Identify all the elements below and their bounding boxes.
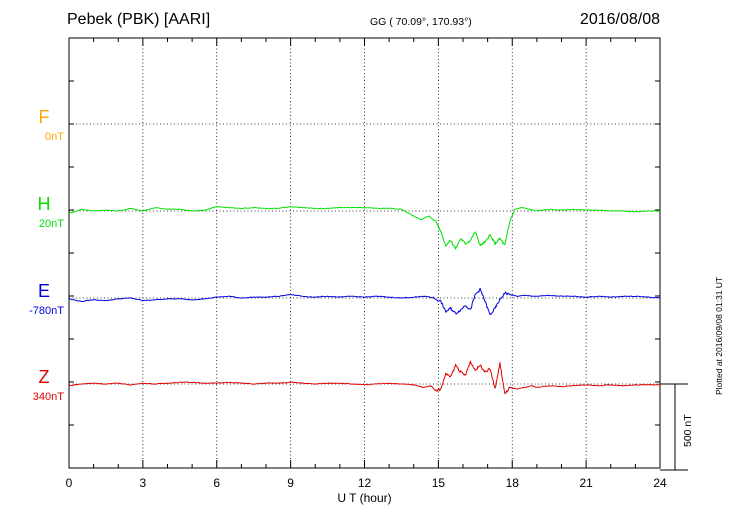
x-tick-label: 3 bbox=[140, 476, 147, 490]
x-tick-label: 18 bbox=[506, 476, 520, 490]
x-tick-label: 21 bbox=[579, 476, 593, 490]
x-tick-label: 6 bbox=[213, 476, 220, 490]
component-e-baseline: -780nT bbox=[29, 305, 64, 317]
series-h-line bbox=[68, 206, 661, 250]
station-title: Pebek (PBK) [AARI] bbox=[67, 11, 211, 28]
x-tick-label: 0 bbox=[66, 476, 73, 490]
component-z-label: Z bbox=[38, 367, 50, 387]
component-f-baseline: 0nT bbox=[45, 131, 64, 143]
plotted-timestamp: Plotted at 2016/09/08 01:31 UT bbox=[714, 276, 724, 395]
series-z-line bbox=[68, 360, 661, 395]
x-tick-label: 9 bbox=[287, 476, 294, 490]
scale-bar-label: 500 nT bbox=[682, 414, 694, 447]
x-tick-label: 24 bbox=[653, 476, 667, 490]
component-f-label: F bbox=[38, 107, 50, 127]
x-axis-label: U T (hour) bbox=[337, 491, 391, 505]
component-e-label: E bbox=[37, 281, 50, 301]
geographic-coordinates: GG ( 70.09°, 170.93°) bbox=[370, 16, 472, 28]
x-tick-label: 12 bbox=[358, 476, 372, 490]
x-tick-label: 15 bbox=[432, 476, 446, 490]
plot-frame bbox=[68, 37, 661, 469]
series-e-line bbox=[68, 288, 661, 316]
component-h-baseline: 20nT bbox=[38, 218, 64, 230]
plot-date: 2016/08/08 bbox=[579, 11, 660, 28]
component-h-label: H bbox=[37, 194, 51, 214]
component-z-baseline: 340nT bbox=[32, 391, 64, 403]
